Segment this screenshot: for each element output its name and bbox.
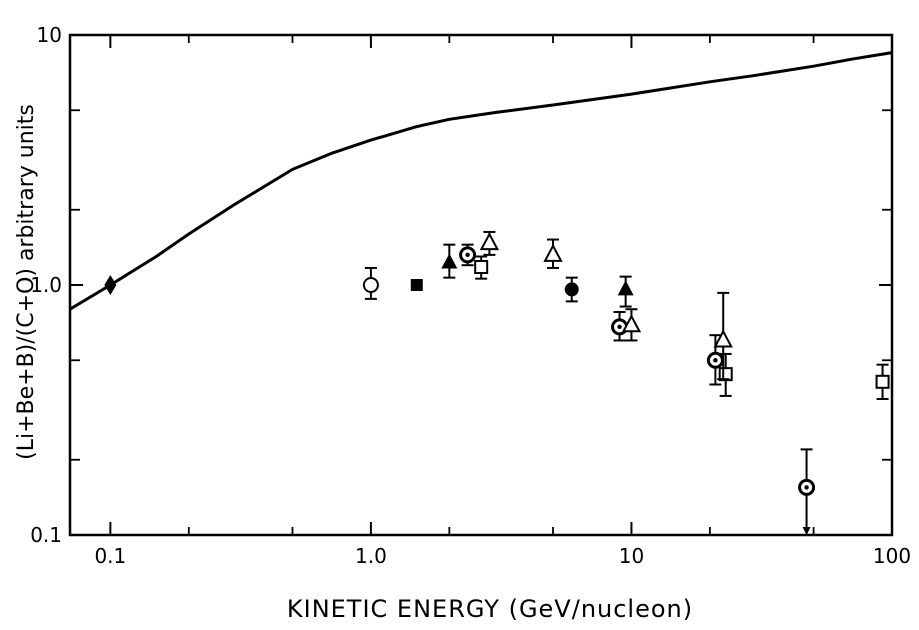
data-point (564, 276, 579, 303)
data-point (362, 266, 379, 300)
x-tick-label: 100 (873, 544, 911, 568)
dotted-circle-dot (713, 358, 718, 363)
open-triangle-marker (713, 329, 733, 348)
data-point (104, 275, 117, 295)
open-square-marker (474, 260, 489, 275)
open-triangle-marker (479, 232, 500, 251)
data-point (611, 310, 629, 342)
x-axis-label: KINETIC ENERGY (GeV/nucleon) (287, 595, 693, 623)
filled-triangle-marker (617, 280, 634, 296)
ticks-layer: 0.1 1.0 10 100 0.1 1.0 10 (30, 23, 911, 568)
open-square-marker (875, 374, 890, 389)
data-point (479, 230, 500, 256)
x-tick-label: 10 (619, 544, 644, 568)
data-point (543, 238, 563, 269)
plot-area (68, 33, 894, 537)
data-point (459, 243, 477, 267)
curve-layer (69, 51, 893, 311)
dotted-circle-dot (804, 485, 809, 490)
x-tick-label: 0.1 (94, 544, 126, 568)
points-layer (104, 230, 890, 535)
data-point (875, 363, 890, 400)
filled-triangle-marker (441, 253, 458, 269)
filled-square-marker (410, 279, 423, 291)
y-axis-label: (Li+Be+B)/(C+O) arbitrary units (14, 104, 39, 460)
y-tick-label: 0.1 (30, 523, 62, 547)
x-tick-label: 1.0 (355, 544, 387, 568)
data-point (713, 291, 733, 381)
upper-limit-arrow (802, 527, 811, 535)
dotted-circle-dot (617, 324, 622, 330)
open-triangle-marker (621, 314, 642, 333)
dotted-circle-dot (465, 252, 470, 258)
data-point (410, 279, 423, 291)
data-point (617, 275, 634, 308)
model-curve (69, 51, 893, 311)
y-tick-label: 1.0 (30, 273, 62, 297)
filled-circle-marker (564, 282, 579, 297)
plot-frame (68, 33, 894, 537)
data-point (798, 448, 816, 535)
y-tick-label: 10 (37, 23, 62, 47)
open-triangle-marker (543, 243, 563, 262)
data-point (474, 255, 489, 280)
data-point (621, 308, 642, 342)
open-circle-marker (362, 277, 379, 293)
data-point (441, 243, 458, 279)
diamond-marker (104, 275, 117, 295)
